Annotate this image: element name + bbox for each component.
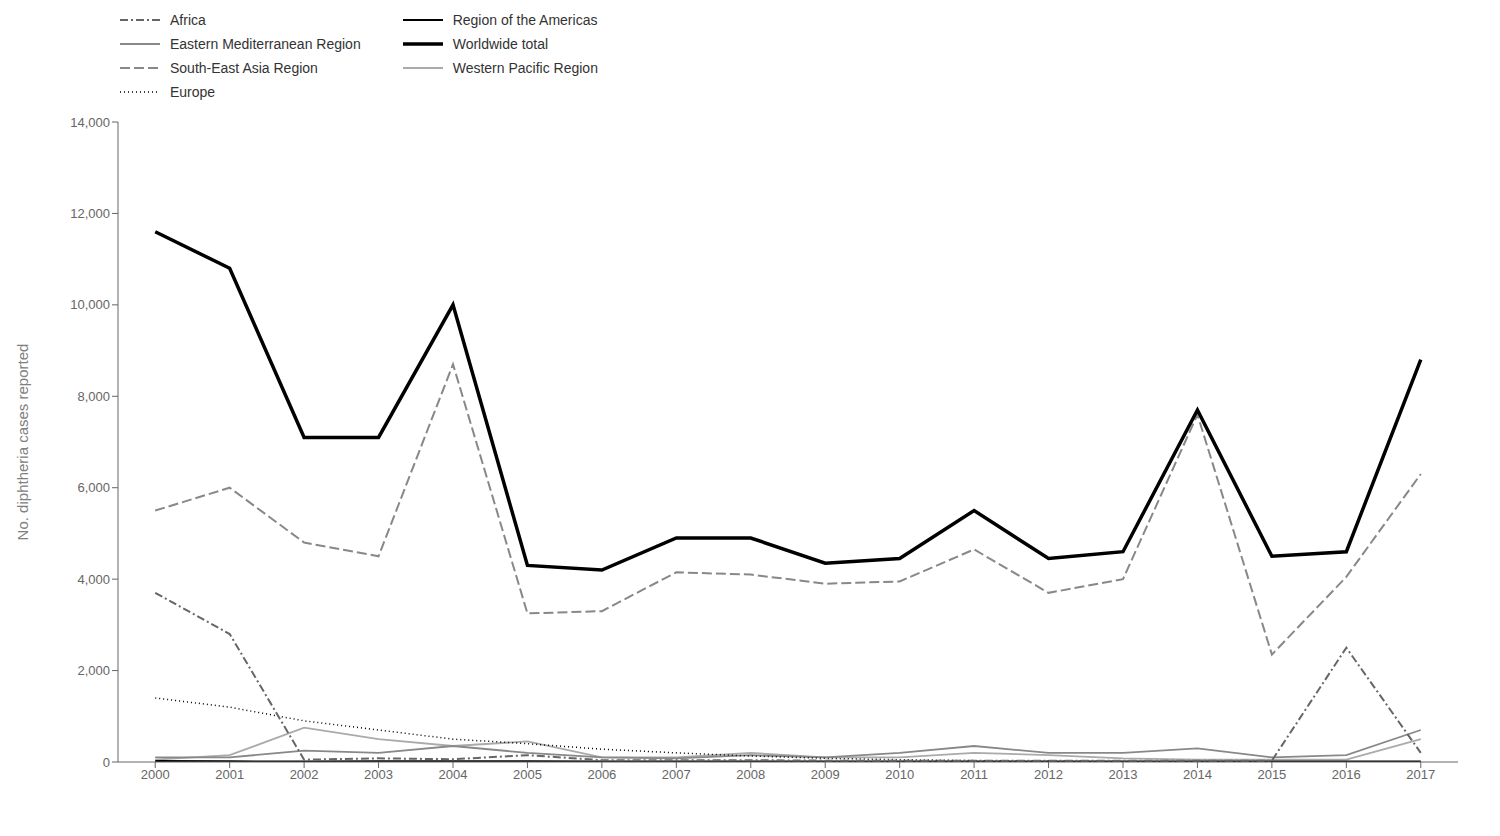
svg-text:2002: 2002: [290, 767, 319, 782]
svg-text:2016: 2016: [1332, 767, 1361, 782]
html-text:Western Pacific Region: Western Pacific Region: [452, 60, 598, 76]
svg-text:2000: 2000: [141, 767, 170, 782]
svg-text:2015: 2015: [1257, 767, 1286, 782]
svg-text:2014: 2014: [1183, 767, 1212, 782]
svg-text:12,000: 12,000: [70, 206, 110, 221]
svg-text:2013: 2013: [1109, 767, 1138, 782]
html-text:Eastern Mediterranean Region: Eastern Mediterranean Region: [170, 36, 361, 52]
svg-text:2007: 2007: [662, 767, 691, 782]
svg-text:2004: 2004: [439, 767, 468, 782]
svg-text:14,000: 14,000: [70, 115, 110, 130]
svg-text:2005: 2005: [513, 767, 542, 782]
svg-text:6,000: 6,000: [77, 480, 110, 495]
svg-text:2003: 2003: [364, 767, 393, 782]
svg-text:2006: 2006: [587, 767, 616, 782]
html-text:Africa: Africa: [170, 12, 206, 28]
svg-text:0: 0: [103, 755, 110, 770]
html-text:Europe: Europe: [170, 84, 216, 100]
svg-text:2017: 2017: [1406, 767, 1435, 782]
svg-text:2010: 2010: [885, 767, 914, 782]
svg-text:2,000: 2,000: [77, 663, 110, 678]
svg-text:2009: 2009: [811, 767, 840, 782]
svg-text:2011: 2011: [960, 767, 988, 782]
html-text:Worldwide total: Worldwide total: [452, 36, 549, 52]
html-text:Region of the Americas: Region of the Americas: [452, 12, 598, 28]
svg-text:2012: 2012: [1034, 767, 1063, 782]
svg-text:2001: 2001: [215, 767, 244, 782]
svg-text:2008: 2008: [736, 767, 765, 782]
svg-text:4,000: 4,000: [77, 572, 110, 587]
svg-text:8,000: 8,000: [77, 389, 110, 404]
svg-text:10,000: 10,000: [70, 297, 110, 312]
svg-text:No. diphtheria cases reported: No. diphtheria cases reported: [14, 344, 31, 541]
html-text:South-East Asia Region: South-East Asia Region: [170, 60, 318, 76]
